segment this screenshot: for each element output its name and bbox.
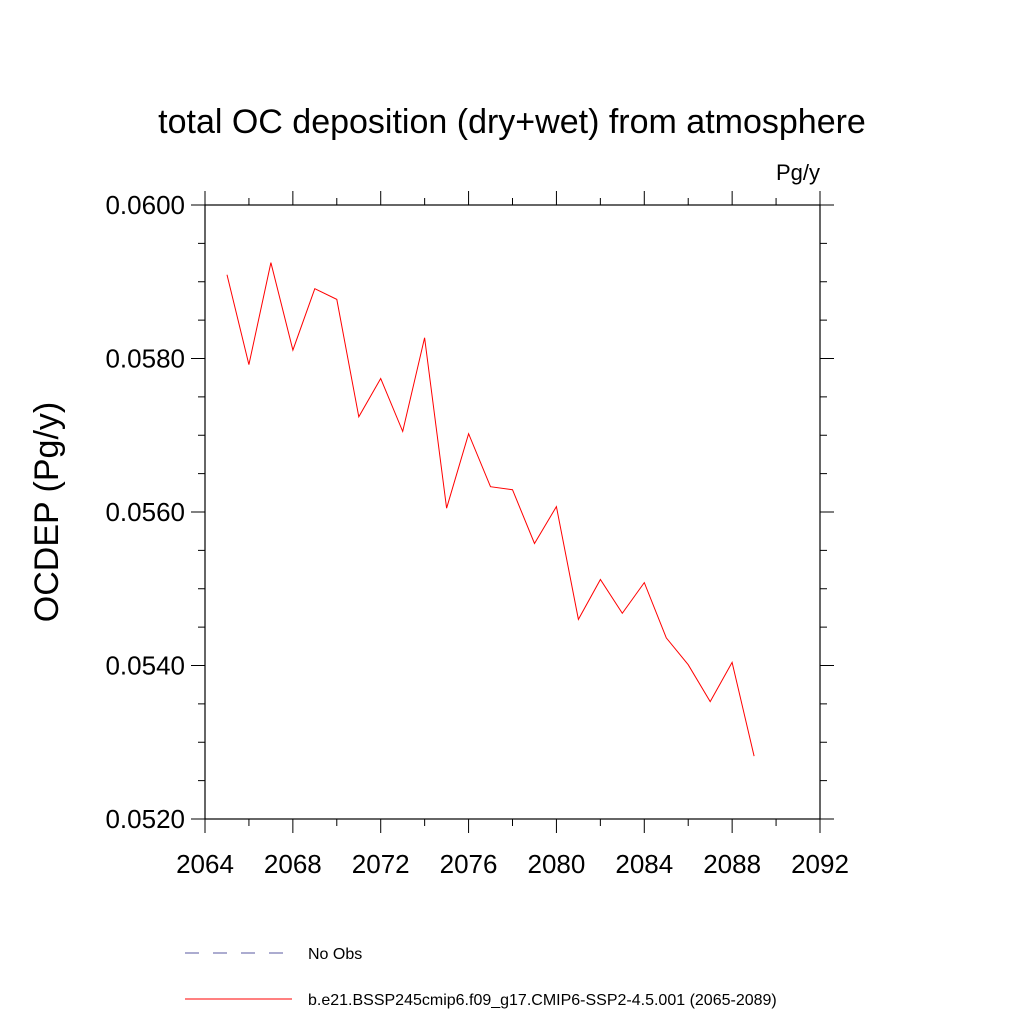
y-tick-label: 0.0560: [105, 497, 185, 527]
x-tick-label: 2072: [352, 849, 410, 879]
x-tick-label: 2092: [791, 849, 849, 879]
legend: No Obs b.e21.BSSP245cmip6.f09_g17.CMIP6-…: [185, 946, 777, 1009]
units-label: Pg/y: [776, 160, 820, 185]
x-tick-label: 2076: [440, 849, 498, 879]
plot-frame: [204, 204, 821, 820]
x-tick-label: 2068: [264, 849, 322, 879]
chart-title: total OC deposition (dry+wet) from atmos…: [158, 103, 866, 141]
series-layer: [226, 262, 755, 757]
y-tick-label: 0.0520: [105, 804, 185, 834]
legend-label-no-obs: No Obs: [308, 946, 362, 963]
x-tick-label: 2088: [703, 849, 761, 879]
x-tick-label: 2080: [528, 849, 586, 879]
x-tick-label: 2084: [615, 849, 673, 879]
y-tick-label: 0.0580: [105, 344, 185, 374]
legend-label-model-run: b.e21.BSSP245cmip6.f09_g17.CMIP6-SSP2-4.…: [308, 992, 777, 1009]
x-tick-label: 2064: [176, 849, 234, 879]
x-axis-ticks: 2064 2068 2072 2076 2080 2084 2088 2092: [176, 191, 849, 879]
y-tick-label: 0.0540: [105, 651, 185, 681]
y-axis-label: OCDEP (Pg/y): [28, 402, 66, 622]
y-tick-label: 0.0600: [105, 190, 185, 220]
series-line-0: [226, 262, 755, 757]
y-axis-ticks: 0.0520 0.0540 0.0560 0.0580 0.0600: [105, 190, 834, 834]
